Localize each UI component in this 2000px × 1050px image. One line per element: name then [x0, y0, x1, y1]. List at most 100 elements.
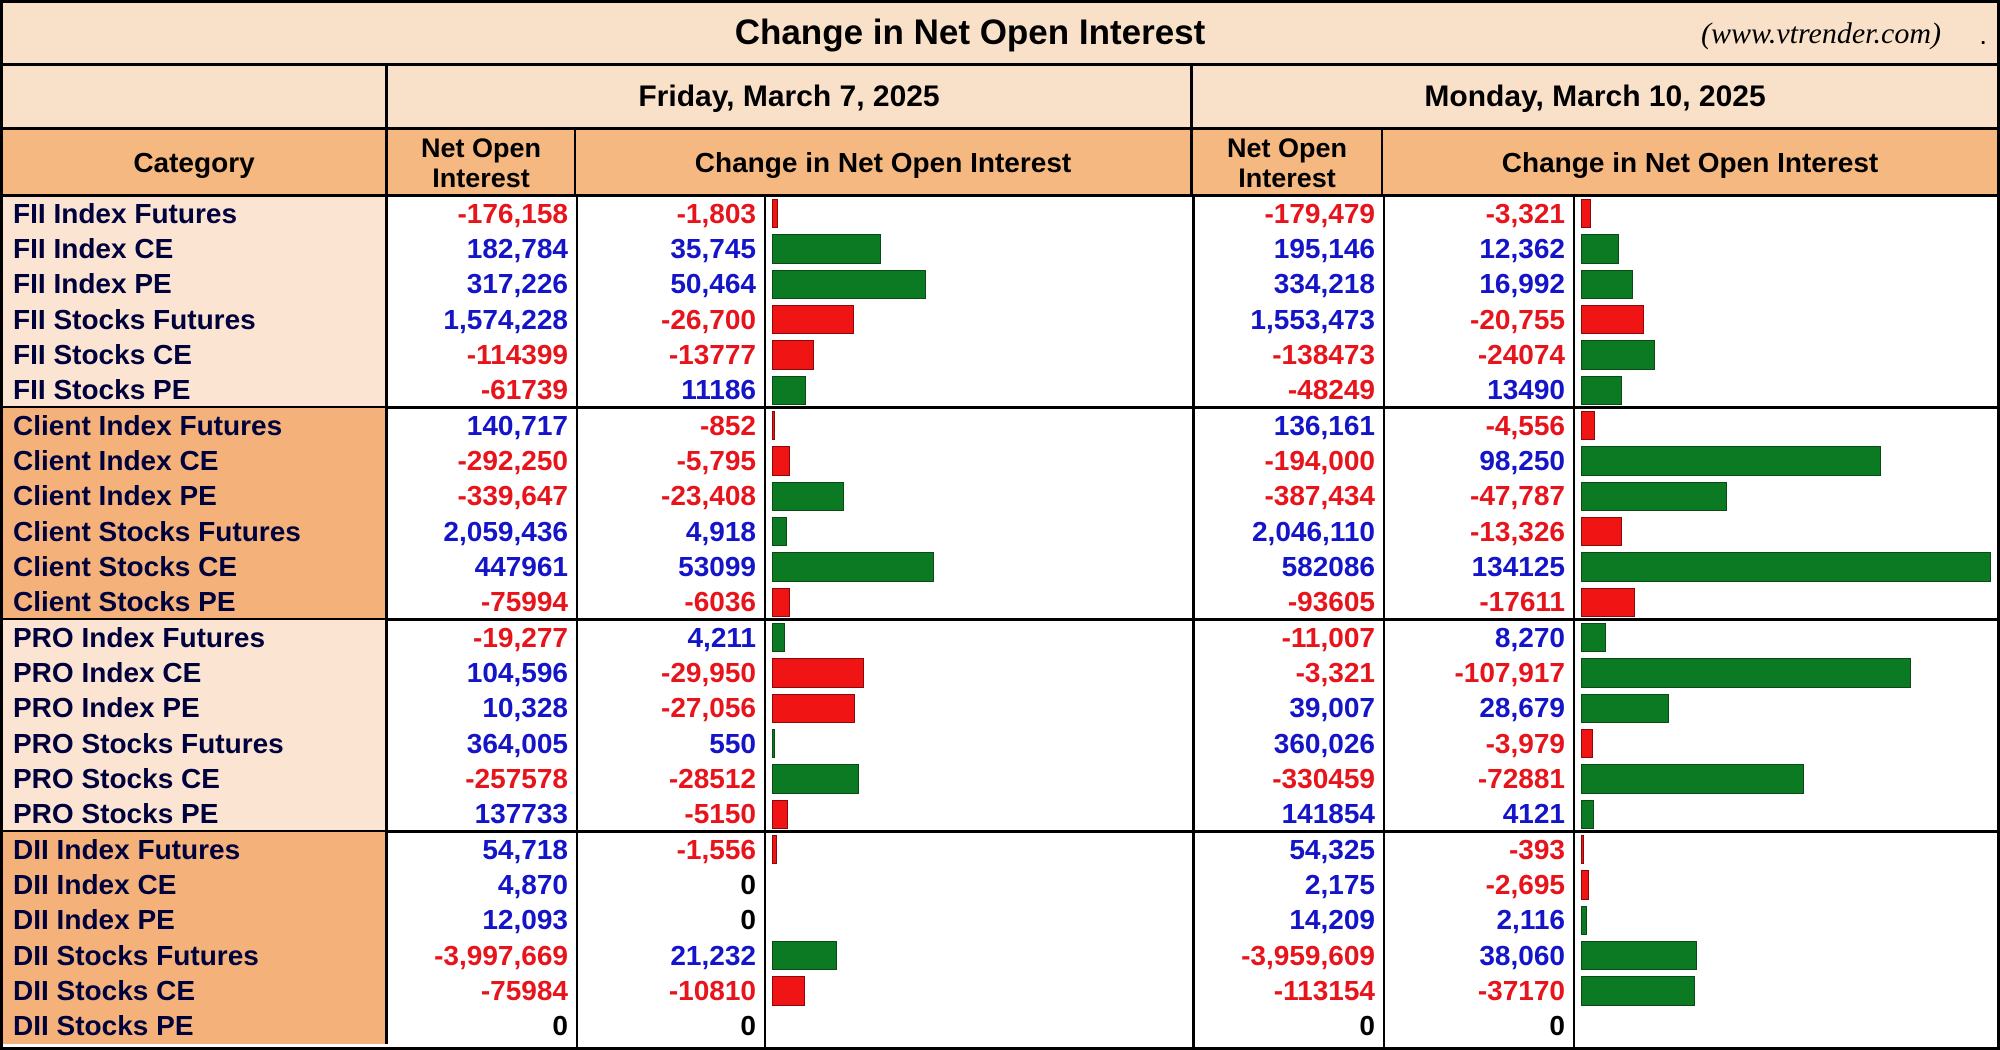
category-cell: PRO Stocks CE: [13, 762, 220, 794]
fri-oi-cell: 0: [552, 1010, 568, 1042]
mon-chg-cell: 12,362: [1479, 232, 1565, 264]
change-bar: [1581, 269, 1633, 299]
mon-chg-cell: -24074: [1477, 338, 1565, 370]
monday-oi-header: Net Open Interest: [1193, 130, 1383, 196]
change-bar: [1581, 658, 1911, 688]
fri-chg-cell: 4,918: [685, 515, 756, 547]
mon-oi-cell: 1,553,473: [1250, 303, 1375, 335]
mon-chg-cell: -37170: [1477, 974, 1565, 1006]
group-divider: [0, 618, 2000, 622]
change-bar: [1581, 304, 1645, 335]
mon-chg-cell: -107,917: [1454, 656, 1565, 688]
column-divider: [1573, 196, 1575, 1050]
mon-chg-cell: -47,787: [1470, 480, 1565, 512]
fri-chg-cell: 53099: [678, 550, 756, 582]
change-bar: [1581, 410, 1595, 441]
fri-oi-cell: 317,226: [466, 268, 568, 300]
fri-chg-cell: -26,700: [661, 303, 756, 335]
fri-oi-cell: 12,093: [482, 904, 568, 936]
change-bar: [772, 728, 775, 759]
category-cell: PRO Stocks Futures: [13, 727, 284, 759]
fri-oi-cell: 10,328: [482, 692, 568, 724]
fri-chg-cell: -852: [699, 409, 756, 441]
mon-chg-cell: 16,992: [1479, 268, 1565, 300]
fri-chg-cell: -6036: [684, 586, 756, 618]
mon-chg-cell: 13490: [1487, 374, 1565, 406]
category-cell: Client Stocks CE: [13, 550, 238, 582]
category-cell: FII Stocks PE: [13, 374, 191, 406]
change-bar: [1581, 940, 1698, 971]
category-header-label: Category: [133, 147, 255, 178]
fri-chg-cell: -23,408: [661, 480, 756, 512]
friday-oi-header-label: Net Open Interest: [420, 133, 541, 193]
mon-chg-cell: -72881: [1477, 762, 1565, 794]
fri-chg-cell: 21,232: [670, 939, 756, 971]
category-cell: FII Stocks Futures: [13, 303, 256, 335]
category-cell: Client Index Futures: [13, 409, 283, 441]
fri-oi-cell: 1,574,228: [443, 303, 568, 335]
change-bar: [772, 834, 777, 865]
fri-chg-cell: 0: [740, 1010, 756, 1042]
monday-date: Monday, March 10, 2025: [1424, 79, 1766, 113]
mon-chg-cell: -13,326: [1470, 515, 1565, 547]
fri-oi-cell: 54,718: [482, 833, 568, 865]
change-bar: [1581, 340, 1655, 370]
group-divider: [0, 830, 2000, 834]
category-cell: Client Stocks PE: [13, 586, 236, 618]
change-bar: [1581, 764, 1804, 794]
friday-change-header-label: Change in Net Open Interest: [694, 147, 1072, 178]
mon-chg-cell: -20,755: [1470, 303, 1565, 335]
mon-oi-cell: -93605: [1287, 586, 1375, 618]
mon-chg-cell: 2,116: [1496, 904, 1565, 936]
change-bar: [772, 799, 788, 829]
change-bar: [1581, 587, 1635, 617]
column-divider: [764, 196, 766, 1050]
mon-oi-cell: -179,479: [1264, 197, 1375, 229]
category-group-bg: [3, 619, 388, 832]
change-bar: [1581, 622, 1607, 653]
change-bar: [772, 587, 791, 617]
mon-chg-cell: -17611: [1479, 586, 1565, 618]
fri-chg-cell: -1,556: [676, 833, 756, 865]
category-cell: DII Index PE: [13, 904, 175, 936]
change-bar: [1581, 375, 1623, 405]
change-bar: [1581, 834, 1584, 865]
change-bar: [772, 234, 882, 264]
fri-oi-cell: -61739: [480, 374, 568, 406]
mon-oi-cell: 54,325: [1289, 833, 1375, 865]
change-bar: [1581, 552, 1991, 582]
fri-chg-cell: 0: [740, 868, 756, 900]
fri-chg-cell: -27,056: [661, 692, 756, 724]
fri-oi-cell: 4,870: [497, 868, 568, 900]
fri-chg-cell: -10810: [668, 974, 756, 1006]
fri-oi-cell: 447961: [474, 550, 568, 582]
fri-oi-cell: -292,250: [457, 444, 568, 476]
fri-oi-cell: 364,005: [466, 727, 568, 759]
page-title: Change in Net Open Interest: [734, 13, 1206, 52]
fri-oi-cell: 2,059,436: [443, 515, 568, 547]
fri-chg-cell: -5150: [684, 798, 756, 830]
change-bar: [1581, 870, 1590, 900]
mon-chg-cell: 8,270: [1494, 621, 1565, 653]
change-bar: [772, 940, 837, 971]
fri-chg-cell: 50,464: [670, 268, 756, 300]
fri-oi-cell: -3,997,669: [434, 939, 568, 971]
category-cell: FII Stocks CE: [13, 338, 192, 370]
monday-date-header: Monday, March 10, 2025: [1193, 66, 1997, 130]
fri-oi-cell: 137733: [474, 798, 568, 830]
mon-oi-cell: 2,175: [1304, 868, 1375, 900]
mon-oi-cell: -330459: [1272, 762, 1375, 794]
mon-oi-cell: 195,146: [1273, 232, 1375, 264]
fri-oi-cell: -339,647: [457, 480, 568, 512]
mon-chg-cell: 4121: [1502, 798, 1565, 830]
website-link[interactable]: (www.vtrender.com): [1701, 17, 1941, 50]
fri-oi-cell: -176,158: [457, 197, 568, 229]
change-bar: [1581, 728, 1594, 759]
category-cell: DII Stocks PE: [13, 1010, 194, 1042]
mon-oi-cell: -3,321: [1295, 656, 1375, 688]
change-bar: [772, 693, 855, 723]
mon-chg-cell: -3,321: [1485, 197, 1565, 229]
change-bar: [772, 340, 815, 370]
category-cell: DII Index CE: [13, 868, 177, 900]
